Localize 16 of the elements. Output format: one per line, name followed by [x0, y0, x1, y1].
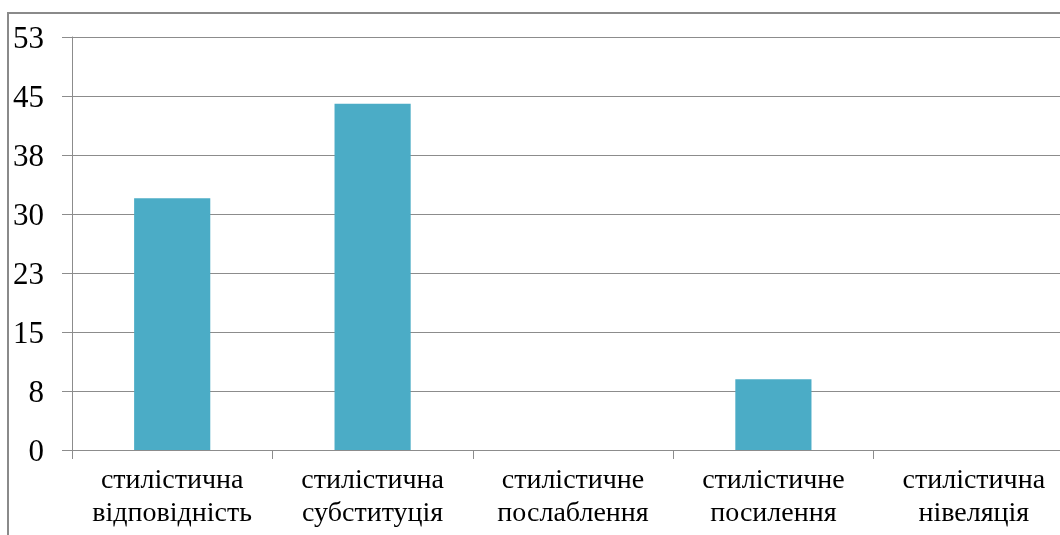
y-tick-label: 8: [28, 373, 44, 409]
y-tick-label: 23: [13, 255, 44, 291]
x-tick-label: стилістична відповідність: [92, 463, 253, 527]
x-tick-label: стилістичне послаблення: [497, 463, 649, 527]
bar: [134, 198, 211, 450]
y-tick-label: 0: [28, 432, 44, 468]
x-tick-label: стилістична нівеляція: [902, 463, 1046, 527]
y-tick-label: 45: [13, 78, 44, 114]
x-tick-label: стилістичне посилення: [702, 463, 845, 527]
bar: [334, 103, 411, 450]
y-tick-label: 53: [13, 19, 44, 55]
bar: [735, 379, 812, 450]
y-tick-label: 38: [13, 137, 44, 173]
y-tick-label: 15: [13, 314, 44, 350]
y-tick-label: 30: [13, 196, 44, 232]
x-tick-label: стилістична субституція: [301, 463, 445, 527]
